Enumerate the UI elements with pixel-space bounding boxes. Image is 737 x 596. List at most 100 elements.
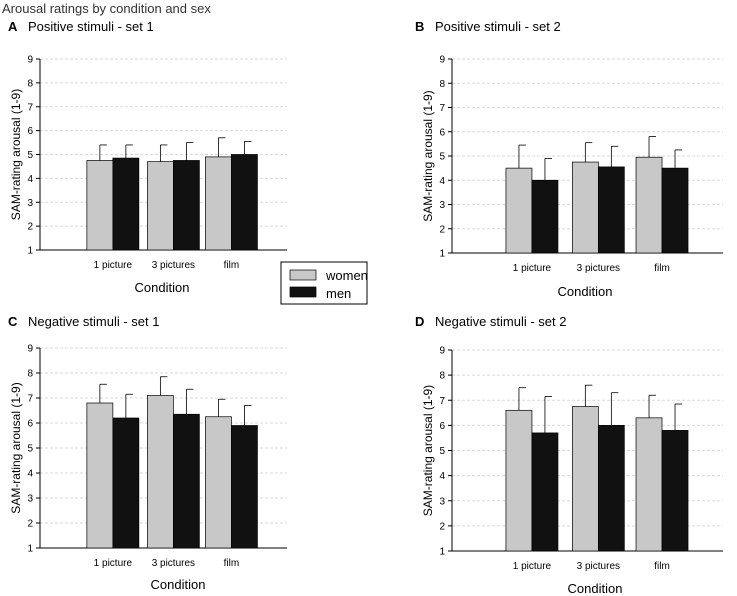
panel-d: D Negative stimuli - set 2 1 2 3 4 5 6 7 8 9 1 pict… xyxy=(415,314,723,596)
panel-title: Positive stimuli - set 1 xyxy=(28,19,154,34)
y-tick-label: 9 xyxy=(439,55,445,66)
category-label: 3 pictures xyxy=(152,558,195,569)
bar-women xyxy=(147,395,174,549)
category-label: 1 picture xyxy=(94,558,133,569)
y-tick-label: 7 xyxy=(27,102,33,113)
category-label: film xyxy=(654,263,670,274)
figure-title: Arousal ratings by condition and sex xyxy=(2,1,211,16)
category-label: film xyxy=(224,558,240,569)
y-tick-label: 6 xyxy=(27,126,33,137)
bar-men xyxy=(173,413,200,549)
panel-title: Negative stimuli - set 1 xyxy=(28,314,160,329)
panel-b: B Positive stimuli - set 2 1 2 3 4 5 6 7 8 9 1 pict… xyxy=(415,19,723,299)
y-tick-label: 6 xyxy=(439,127,445,138)
bar-men xyxy=(597,166,625,254)
bar-men xyxy=(531,179,559,254)
y-tick-label: 3 xyxy=(439,496,445,507)
y-tick-label: 3 xyxy=(439,200,445,211)
legend-swatch-men xyxy=(289,286,317,298)
bar-women xyxy=(205,156,232,251)
y-tick-label: 2 xyxy=(27,222,33,233)
bar-women xyxy=(635,417,663,552)
y-tick-label: 3 xyxy=(27,494,33,505)
bar-men xyxy=(531,432,559,552)
panel-letter: C xyxy=(8,314,18,329)
category-label: 1 picture xyxy=(513,263,552,274)
y-tick-label: 2 xyxy=(27,519,33,530)
y-tick-label: 3 xyxy=(27,198,33,209)
bar-women xyxy=(147,161,174,251)
bar-men xyxy=(112,417,140,549)
legend-swatch-women xyxy=(289,269,317,281)
panel-c: C Negative stimuli - set 1 1 2 3 4 5 6 7 8 9 1 pict… xyxy=(8,314,287,592)
y-tick-label: 8 xyxy=(439,79,445,90)
y-tick-label: 9 xyxy=(27,344,33,355)
y-tick-label: 1 xyxy=(27,246,33,257)
y-tick-label: 5 xyxy=(27,150,33,161)
x-axis-label: Condition xyxy=(151,577,206,592)
bar-men xyxy=(661,167,689,254)
y-tick-label: 4 xyxy=(27,174,33,185)
y-tick-label: 7 xyxy=(439,103,445,114)
y-tick-label: 8 xyxy=(27,78,33,89)
y-tick-label: 5 xyxy=(439,446,445,457)
bar-men xyxy=(597,425,625,552)
x-axis-label: Condition xyxy=(568,581,623,596)
category-label: 3 pictures xyxy=(577,561,620,572)
y-tick-label: 7 xyxy=(439,396,445,407)
bar-men xyxy=(112,157,140,251)
y-tick-label: 9 xyxy=(439,346,445,357)
y-tick-label: 6 xyxy=(439,421,445,432)
panel-title: Positive stimuli - set 2 xyxy=(435,19,561,34)
category-label: 1 picture xyxy=(94,260,133,271)
bar-women xyxy=(86,402,114,549)
y-tick-label: 8 xyxy=(439,371,445,382)
y-tick-label: 4 xyxy=(439,176,445,187)
y-axis-label: SAM-rating arousal (1-9) xyxy=(9,382,23,513)
y-tick-label: 6 xyxy=(27,419,33,430)
category-label: 3 pictures xyxy=(577,263,620,274)
bar-women xyxy=(571,161,599,254)
y-tick-label: 7 xyxy=(27,394,33,405)
bar-women xyxy=(86,160,114,251)
panels: A Positive stimuli - set 1 1 2 3 4 5 6 7 8 9 1 pict… xyxy=(8,19,723,596)
category-label: 1 picture xyxy=(513,561,552,572)
bar-women xyxy=(635,156,663,254)
panel-letter: A xyxy=(8,19,18,34)
panel-title: Negative stimuli - set 2 xyxy=(435,314,567,329)
y-tick-label: 1 xyxy=(27,544,33,555)
legend: women men xyxy=(280,261,368,305)
y-tick-label: 1 xyxy=(439,249,445,260)
panel-letter: D xyxy=(415,314,424,329)
y-tick-label: 2 xyxy=(439,521,445,532)
bar-men xyxy=(173,160,200,251)
bar-men xyxy=(661,430,689,552)
y-axis-label: SAM-rating arousal (1-9) xyxy=(9,89,23,220)
y-tick-label: 5 xyxy=(439,152,445,163)
panel-a: A Positive stimuli - set 1 1 2 3 4 5 6 7 8 9 1 pict… xyxy=(8,19,287,295)
category-label: film xyxy=(654,561,670,572)
y-tick-label: 4 xyxy=(439,471,445,482)
y-tick-label: 2 xyxy=(439,224,445,235)
bar-men xyxy=(231,425,258,549)
bar-women xyxy=(505,409,533,552)
x-axis-label: Condition xyxy=(135,280,190,295)
y-tick-label: 4 xyxy=(27,469,33,480)
bar-women xyxy=(571,406,599,552)
bar-women xyxy=(205,416,232,549)
legend-label-men: men xyxy=(326,286,351,301)
y-axis-label: SAM-rating arousal (1-9) xyxy=(421,90,435,221)
y-tick-label: 9 xyxy=(27,55,33,66)
y-tick-label: 8 xyxy=(27,369,33,380)
x-axis-label: Condition xyxy=(558,284,613,299)
y-tick-label: 5 xyxy=(27,444,33,455)
category-label: film xyxy=(224,260,240,271)
bar-women xyxy=(505,167,533,254)
y-axis-label: SAM-rating arousal (1-9) xyxy=(421,385,435,516)
panel-letter: B xyxy=(415,19,424,34)
y-tick-label: 1 xyxy=(439,547,445,558)
legend-label-women: women xyxy=(325,268,368,283)
category-label: 3 pictures xyxy=(152,260,195,271)
bar-men xyxy=(231,154,258,251)
